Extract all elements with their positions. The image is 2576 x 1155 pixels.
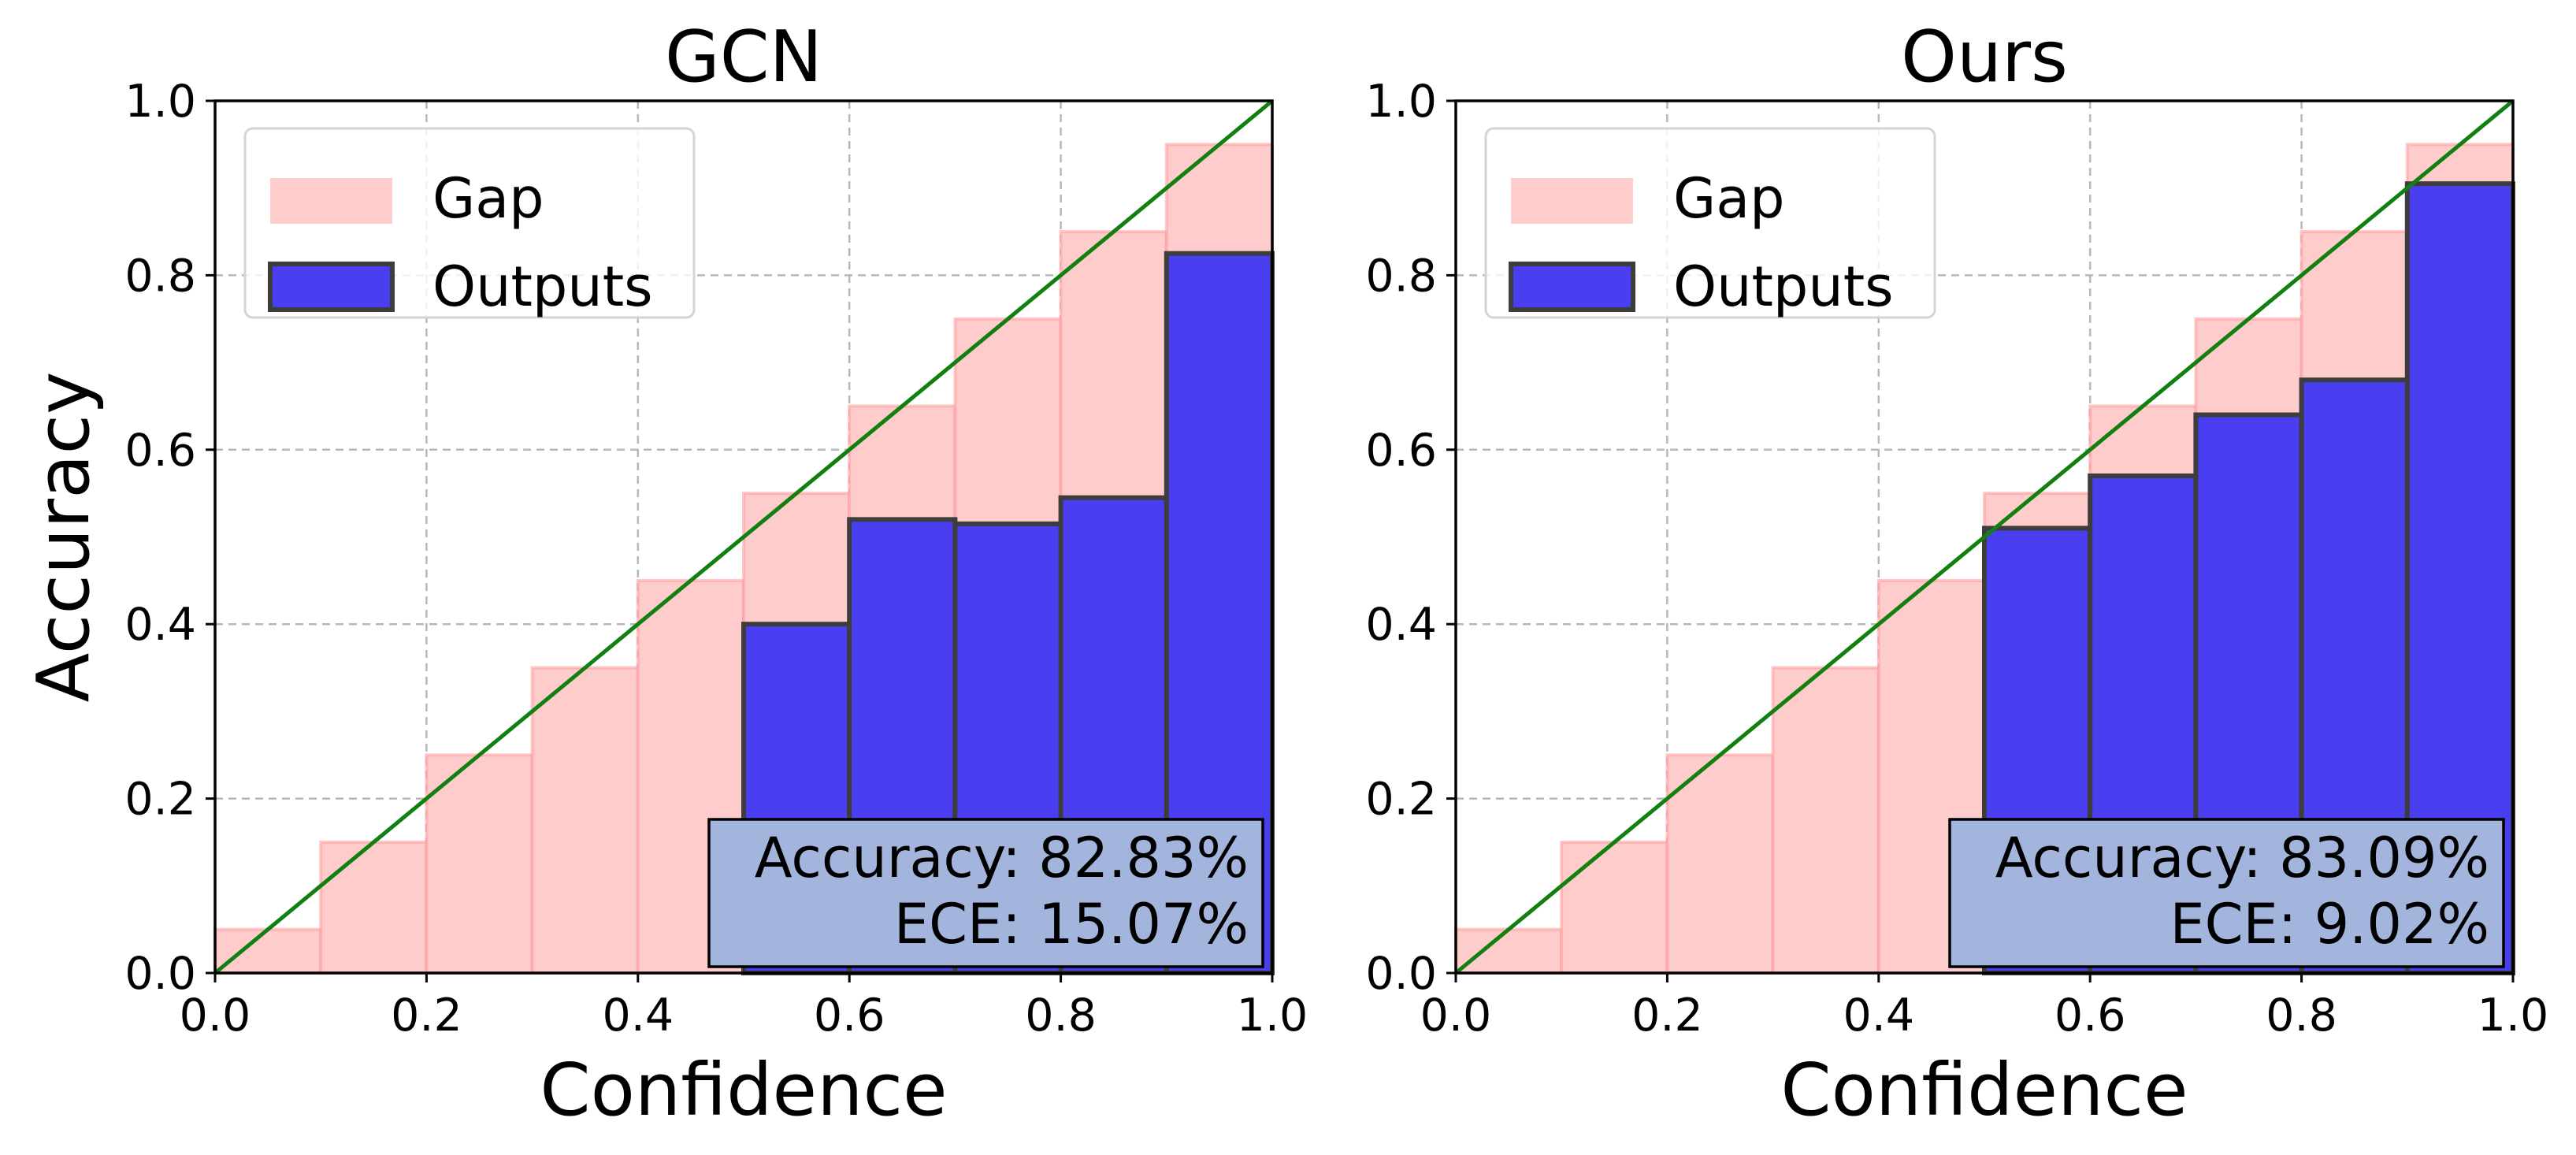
- x-tick-label: 0.4: [602, 990, 674, 1042]
- gap-bar: [1454, 927, 1564, 975]
- x-tick-label: 0.0: [180, 990, 251, 1042]
- plot-frame: [1454, 99, 2515, 975]
- stats-accuracy: Accuracy: 83.09%: [1995, 826, 2489, 890]
- legend-label-outputs: Outputs: [432, 254, 653, 319]
- legend: Gap Outputs: [1484, 127, 1936, 319]
- y-tick-label: 1.0: [1365, 76, 1437, 128]
- x-tick-label: 1.0: [1237, 990, 1308, 1042]
- y-tick-label: 1.0: [124, 76, 196, 128]
- legend-swatch-outputs: [1509, 262, 1635, 312]
- stats-box-frame: [1948, 818, 2505, 968]
- x-axis-label: Confidence: [1780, 1048, 2188, 1132]
- x-tick-label: 0.4: [1843, 990, 1914, 1042]
- stats-ece: ECE: 15.07%: [894, 892, 1249, 956]
- stats-accuracy: Accuracy: 82.83%: [755, 826, 1249, 890]
- y-tick-label: 0.0: [124, 948, 196, 1000]
- y-tick-label: 0.6: [124, 425, 196, 477]
- gap-bar: [1771, 666, 1880, 975]
- stats-box: Accuracy: 83.09%ECE: 9.02%: [1948, 818, 2505, 968]
- legend-swatch-gap: [1511, 178, 1633, 224]
- gap-bar: [1665, 753, 1775, 975]
- legend-swatch-gap: [270, 178, 392, 224]
- stats-box: Accuracy: 82.83%ECE: 15.07%: [707, 818, 1264, 968]
- chart-title: GCN: [665, 16, 822, 98]
- x-tick-label: 0.6: [814, 990, 885, 1042]
- y-tick-label: 0.8: [124, 250, 196, 302]
- y-tick-label: 0.4: [1365, 599, 1437, 651]
- chart-panel-1: 0.0 0.2 0.4 0.6 0.8 1.0 0.0 0.2 0.4 0.6 0.8 1.0 GCN C…: [21, 16, 1308, 1132]
- x-tick-label: 0.8: [2266, 990, 2337, 1042]
- legend-label-gap: Gap: [1673, 166, 1785, 231]
- y-tick-label: 0.2: [124, 774, 196, 826]
- legend: Gap Outputs: [243, 127, 696, 319]
- legend-swatch-outputs: [268, 262, 395, 312]
- stats-box-frame: [707, 818, 1264, 968]
- y-tick-label: 0.8: [1365, 250, 1437, 302]
- y-tick-label: 0.0: [1365, 948, 1437, 1000]
- x-axis-label: Confidence: [540, 1048, 947, 1132]
- y-tick-label: 0.2: [1365, 774, 1437, 826]
- x-tick-label: 0.2: [391, 990, 462, 1042]
- gap-bar: [213, 927, 323, 975]
- x-tick-label: 0.8: [1025, 990, 1097, 1042]
- legend-label-gap: Gap: [432, 166, 544, 231]
- gap-bar: [319, 840, 429, 975]
- gap-bar: [425, 753, 534, 975]
- x-tick-label: 1.0: [2478, 990, 2549, 1042]
- plot-frame: [213, 99, 1274, 975]
- stats-ece: ECE: 9.02%: [2170, 892, 2489, 956]
- x-tick-label: 0.6: [2054, 990, 2126, 1042]
- gap-bar: [530, 666, 640, 975]
- x-tick-label: 0.0: [1420, 990, 1492, 1042]
- legend-label-outputs: Outputs: [1673, 254, 1894, 319]
- x-tick-label: 0.2: [1631, 990, 1703, 1042]
- chart-title: Ours: [1901, 16, 2068, 98]
- y-axis-label: Accuracy: [21, 371, 106, 702]
- chart-panel-2: 0.0 0.2 0.4 0.6 0.8 1.0 0.0 0.2 0.4 0.6 0.8 1.0 Ours…: [1365, 16, 2548, 1132]
- y-tick-label: 0.6: [1365, 425, 1437, 477]
- y-tick-label: 0.4: [124, 599, 196, 651]
- gap-bar: [1560, 840, 1669, 975]
- perfect-calibration-line: [213, 99, 1274, 975]
- perfect-calibration-line: [1454, 99, 2515, 975]
